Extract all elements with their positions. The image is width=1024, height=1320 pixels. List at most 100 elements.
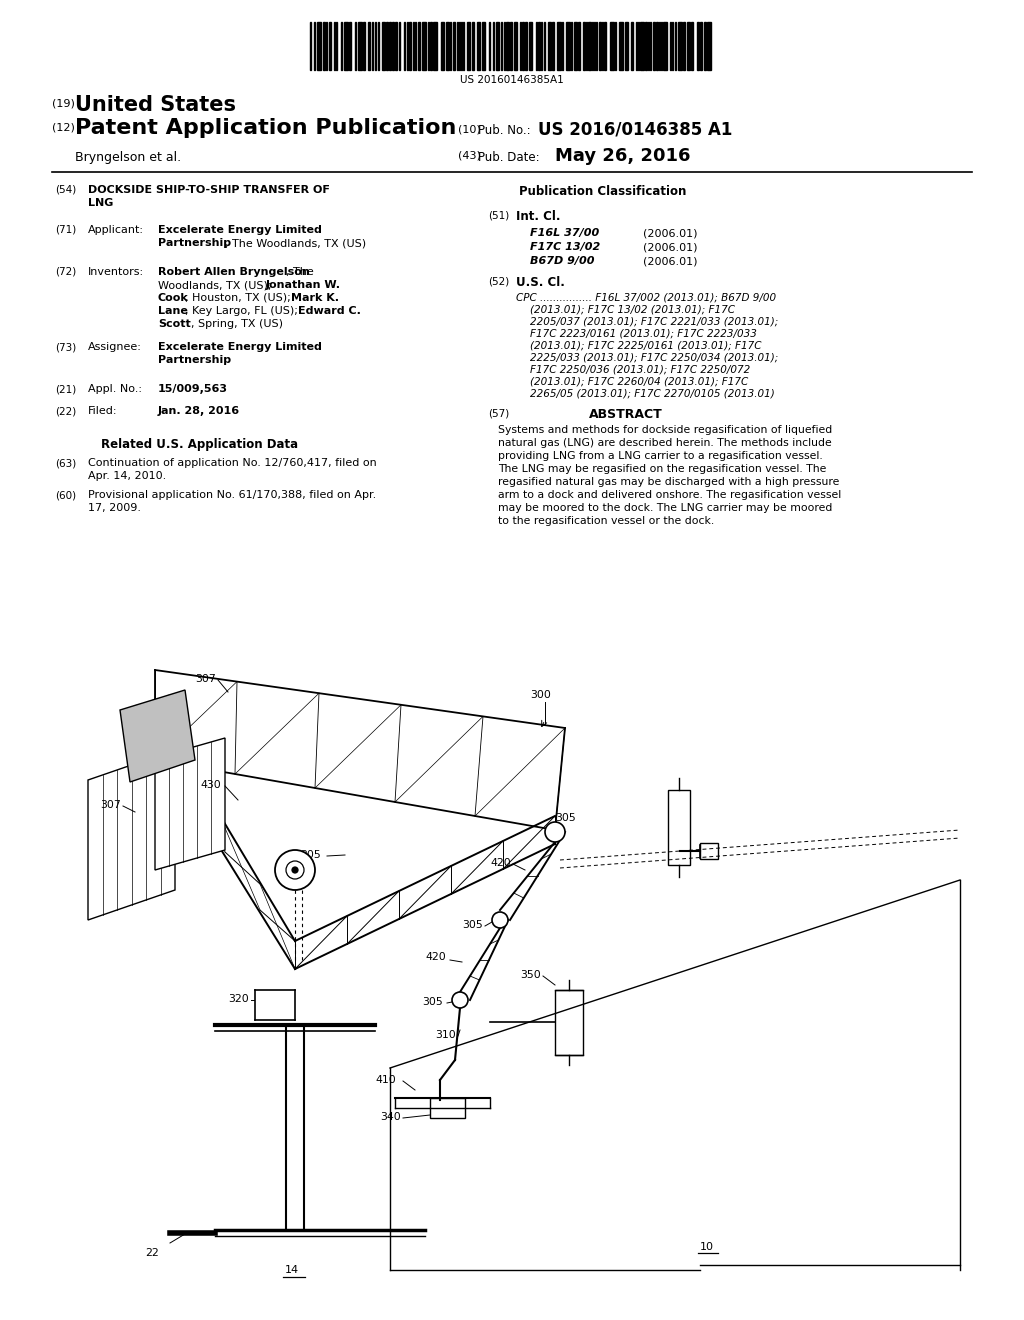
Text: Inventors:: Inventors: [88,267,144,277]
Bar [386,22,388,70]
Text: (60): (60) [55,490,76,500]
Text: The LNG may be regasified on the regasification vessel. The: The LNG may be regasified on the regasif… [498,465,826,474]
Text: 17, 2009.: 17, 2009. [88,503,141,513]
Bar [482,22,485,70]
Text: (73): (73) [55,342,76,352]
Polygon shape [120,690,195,781]
Bar [700,843,718,859]
Text: , The: , The [286,267,313,277]
Bar [389,22,391,70]
Bar [705,22,706,70]
Text: Scott: Scott [158,319,190,329]
Text: 305: 305 [300,850,321,861]
Bar [548,22,551,70]
Text: 305: 305 [462,920,482,931]
Text: Publication Classification: Publication Classification [519,185,687,198]
Text: Provisional application No. 61/170,388, filed on Apr.: Provisional application No. 61/170,388, … [88,490,376,500]
Text: Int. Cl.: Int. Cl. [516,210,560,223]
Text: Assignee:: Assignee: [88,342,142,352]
Text: (2006.01): (2006.01) [643,228,697,238]
Bar [653,22,655,70]
Bar [323,22,325,70]
Text: US 20160146385A1: US 20160146385A1 [460,75,564,84]
Text: F17C 13/02: F17C 13/02 [530,242,600,252]
Bar [707,22,711,70]
Text: 430: 430 [200,780,221,789]
Text: natural gas (LNG) are described herein. The methods include: natural gas (LNG) are described herein. … [498,438,831,447]
Text: (71): (71) [55,224,76,235]
Text: (21): (21) [55,384,76,393]
Bar [574,22,577,70]
Bar [555,990,583,1055]
Bar [678,22,682,70]
Text: Excelerate Energy Limited: Excelerate Energy Limited [158,224,322,235]
Text: to the regasification vessel or the dock.: to the regasification vessel or the dock… [498,516,715,525]
Text: (43): (43) [458,150,481,161]
Text: Systems and methods for dockside regasification of liquefied: Systems and methods for dockside regasif… [498,425,833,436]
Text: 310: 310 [435,1030,456,1040]
Polygon shape [88,750,175,920]
Bar [700,22,702,70]
Text: Applicant:: Applicant: [88,224,144,235]
Bar [552,22,554,70]
Text: (52): (52) [488,276,509,286]
Circle shape [545,822,565,842]
Bar [668,789,690,865]
Bar [382,22,385,70]
Bar [604,22,606,70]
Text: Pub. No.:: Pub. No.: [478,124,530,137]
Text: , The Woodlands, TX (US): , The Woodlands, TX (US) [225,238,367,248]
Bar [566,22,570,70]
Text: providing LNG from a LNG carrier to a regasification vessel.: providing LNG from a LNG carrier to a re… [498,451,822,461]
Text: , Spring, TX (US): , Spring, TX (US) [191,319,283,329]
Text: Partnership: Partnership [158,238,231,248]
Text: (10): (10) [458,124,480,135]
Bar [522,22,524,70]
Text: Jan. 28, 2016: Jan. 28, 2016 [158,407,240,416]
Text: , Houston, TX (US);: , Houston, TX (US); [185,293,294,304]
Text: F16L 37/00: F16L 37/00 [530,228,599,238]
Text: (22): (22) [55,407,76,416]
Text: 2265/05 (2013.01); F17C 2270/0105 (2013.01): 2265/05 (2013.01); F17C 2270/0105 (2013.… [530,388,775,399]
Bar [418,22,420,70]
Text: B67D 9/00: B67D 9/00 [530,256,595,267]
Bar [529,22,532,70]
Bar [506,22,509,70]
Bar [430,22,432,70]
Text: (63): (63) [55,458,76,469]
Text: (2006.01): (2006.01) [643,242,697,252]
Text: 420: 420 [490,858,511,869]
Bar [656,22,658,70]
Bar [409,22,411,70]
Bar [631,22,633,70]
Bar [446,22,449,70]
Bar [496,22,499,70]
Bar [349,22,351,70]
Bar [697,22,699,70]
Bar [392,22,394,70]
Text: arm to a dock and delivered onshore. The regasification vessel: arm to a dock and delivered onshore. The… [498,490,842,500]
Text: (2013.01); F17C 13/02 (2013.01); F17C: (2013.01); F17C 13/02 (2013.01); F17C [530,304,735,314]
Bar [525,22,527,70]
Bar [588,22,591,70]
Text: Apr. 14, 2010.: Apr. 14, 2010. [88,471,166,480]
Bar [422,22,426,70]
Bar [625,22,628,70]
Bar [538,22,540,70]
Text: LNG: LNG [88,198,114,209]
Bar [358,22,362,70]
Circle shape [275,850,315,890]
Text: 340: 340 [380,1111,400,1122]
Bar [618,22,623,70]
Circle shape [452,993,468,1008]
Bar [472,22,474,70]
Polygon shape [155,738,225,870]
Text: (72): (72) [55,267,76,277]
Text: Cook: Cook [158,293,188,304]
Text: DOCKSIDE SHIP-TO-SHIP TRANSFER OF: DOCKSIDE SHIP-TO-SHIP TRANSFER OF [88,185,330,195]
Bar [687,22,690,70]
Text: CPC ................ F16L 37/002 (2013.01); B67D 9/00: CPC ................ F16L 37/002 (2013.0… [516,292,776,302]
Bar [583,22,585,70]
Bar [683,22,685,70]
Text: US 2016/0146385 A1: US 2016/0146385 A1 [538,121,732,139]
